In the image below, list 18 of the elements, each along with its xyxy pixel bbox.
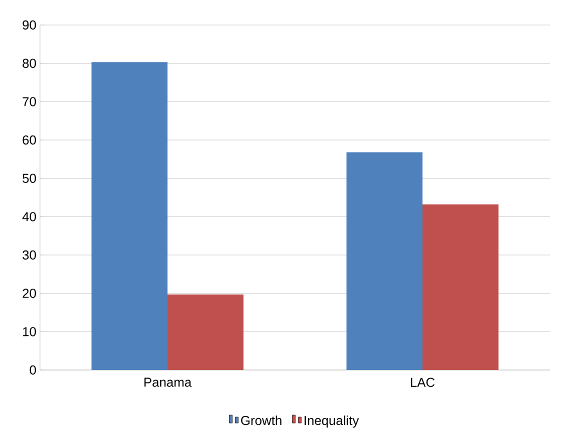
y-tick-label: 70 [22, 97, 36, 106]
x-tick-label: LAC [410, 378, 435, 387]
bar [346, 152, 423, 370]
y-tick-label: 50 [22, 174, 36, 183]
y-tick-label: 90 [22, 20, 36, 30]
x-tick-label: Panama [144, 378, 192, 387]
y-tick-label: 60 [22, 135, 36, 145]
bar [168, 294, 244, 370]
y-tick-label: 10 [23, 327, 36, 336]
legend-label: Inequality [304, 416, 359, 428]
legend-label: Growth [241, 416, 282, 426]
bar [422, 204, 499, 370]
y-tick-label: 30 [22, 250, 36, 260]
y-tick-label: 0 [30, 365, 36, 375]
bar [92, 62, 168, 370]
y-tick-label: 20 [22, 288, 36, 298]
y-tick-label: 40 [22, 212, 36, 222]
y-tick-label: 80 [22, 58, 36, 68]
